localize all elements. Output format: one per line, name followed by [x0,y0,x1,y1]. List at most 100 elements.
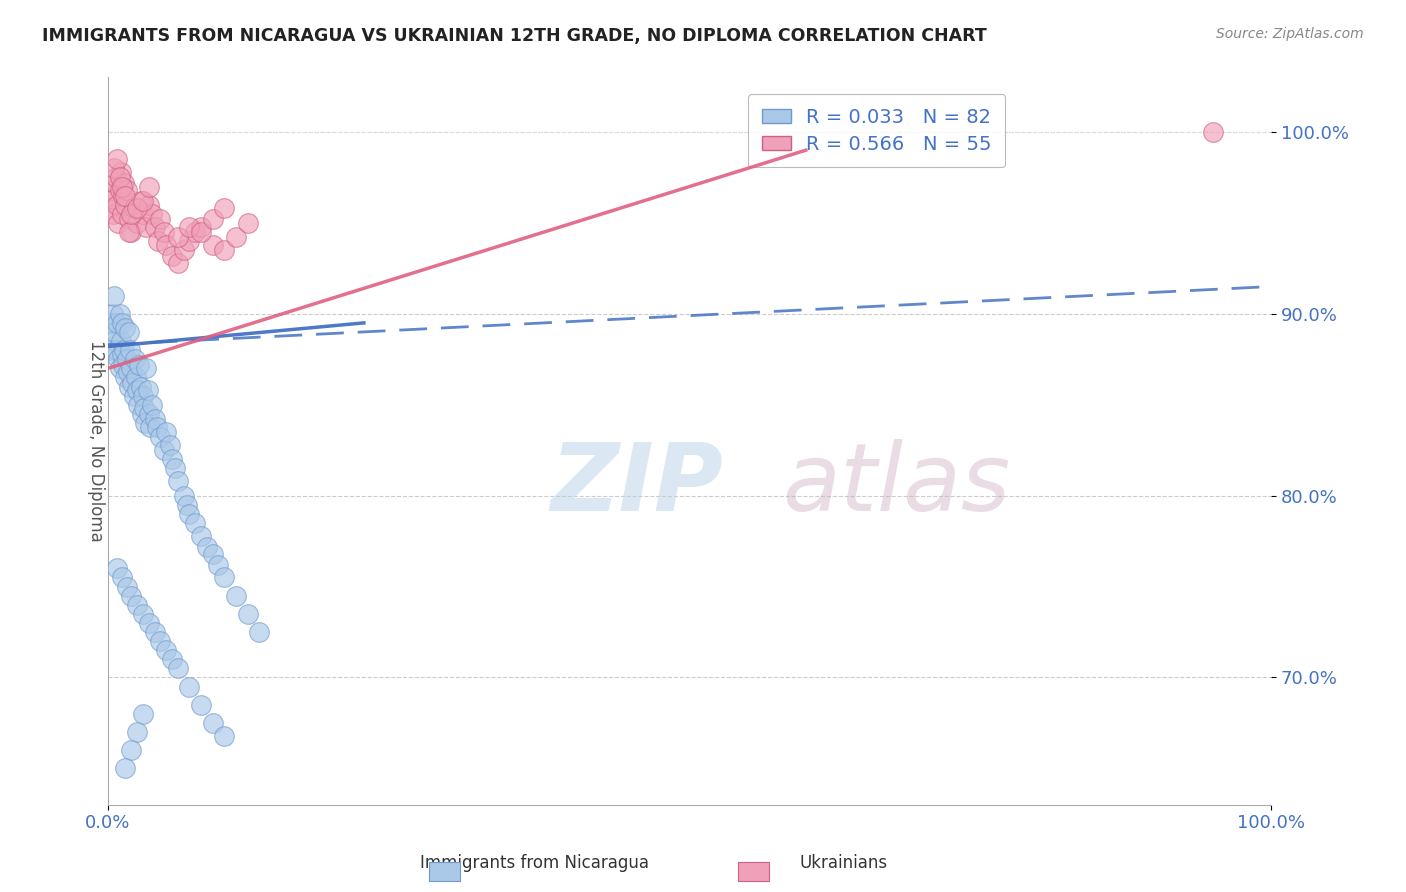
Point [105,343,128,358]
Point [100,316,122,330]
Point [120,743,142,757]
Point [107,216,129,230]
Point [132,389,155,403]
Point [105,316,128,330]
Point [115,580,138,594]
Point [138,407,160,421]
Point [111,207,134,221]
Point [201,715,224,730]
Text: Immigrants from Nicaragua: Immigrants from Nicaragua [420,855,648,872]
Point [214,729,236,743]
Point [118,212,141,227]
Point [104,176,127,190]
Y-axis label: 12th Grade, No Diploma: 12th Grade, No Diploma [87,340,105,542]
Point [165,461,187,475]
Point [132,194,155,208]
Point [190,219,212,234]
Point [120,361,142,376]
Point [236,607,259,621]
Point [134,416,156,430]
Point [120,225,142,239]
Point [120,589,142,603]
Point [128,358,150,372]
Point [195,540,218,554]
Point [138,615,160,630]
Point [214,243,236,257]
Point [125,202,148,216]
Point [166,256,188,270]
Point [159,438,181,452]
Point [110,165,132,179]
Point [135,219,157,234]
Point [160,652,183,666]
Point [173,243,195,257]
Legend: R = 0.033   N = 82, R = 0.566   N = 55: R = 0.033 N = 82, R = 0.566 N = 55 [748,95,1005,168]
Point [118,225,141,239]
Point [112,176,135,190]
Point [114,761,136,775]
Point [1202,125,1225,139]
Point [103,288,125,302]
Point [110,334,132,348]
Point [120,343,142,358]
Point [131,407,153,421]
Point [190,698,212,712]
Point [141,207,163,221]
Point [114,321,136,335]
Point [125,216,148,230]
Point [155,237,177,252]
Point [105,170,128,185]
Point [114,188,136,202]
Point [132,607,155,621]
Point [98,202,121,216]
Point [184,225,207,239]
Point [247,624,270,639]
Point [143,219,166,234]
Point [129,379,152,393]
Point [100,183,122,197]
Point [103,334,125,348]
Point [141,398,163,412]
Point [179,234,201,248]
Point [132,401,155,416]
Point [111,316,134,330]
Point [201,212,224,227]
Point [103,161,125,176]
Point [115,352,138,367]
Point [108,307,131,321]
Point [108,183,131,197]
Point [105,197,128,211]
Point [132,706,155,721]
Point [121,376,143,390]
Point [201,237,224,252]
Point [179,680,201,694]
Point [138,179,160,194]
Point [115,183,138,197]
Text: atlas: atlas [783,439,1011,530]
Point [101,207,124,221]
Point [160,452,183,467]
Point [104,325,127,339]
Point [98,343,121,358]
Point [114,370,136,384]
Point [139,419,162,434]
Point [184,516,207,530]
Point [114,197,136,211]
Point [207,558,229,572]
Point [125,598,148,612]
Point [146,234,169,248]
Point [136,383,159,397]
Point [118,379,141,393]
Point [125,383,148,397]
Point [112,358,135,372]
Point [176,498,198,512]
Point [132,207,155,221]
Point [103,192,125,206]
Point [143,624,166,639]
Point [143,412,166,426]
Point [225,589,247,603]
Point [190,528,212,542]
Point [105,561,128,575]
Point [166,661,188,675]
Point [112,343,135,358]
